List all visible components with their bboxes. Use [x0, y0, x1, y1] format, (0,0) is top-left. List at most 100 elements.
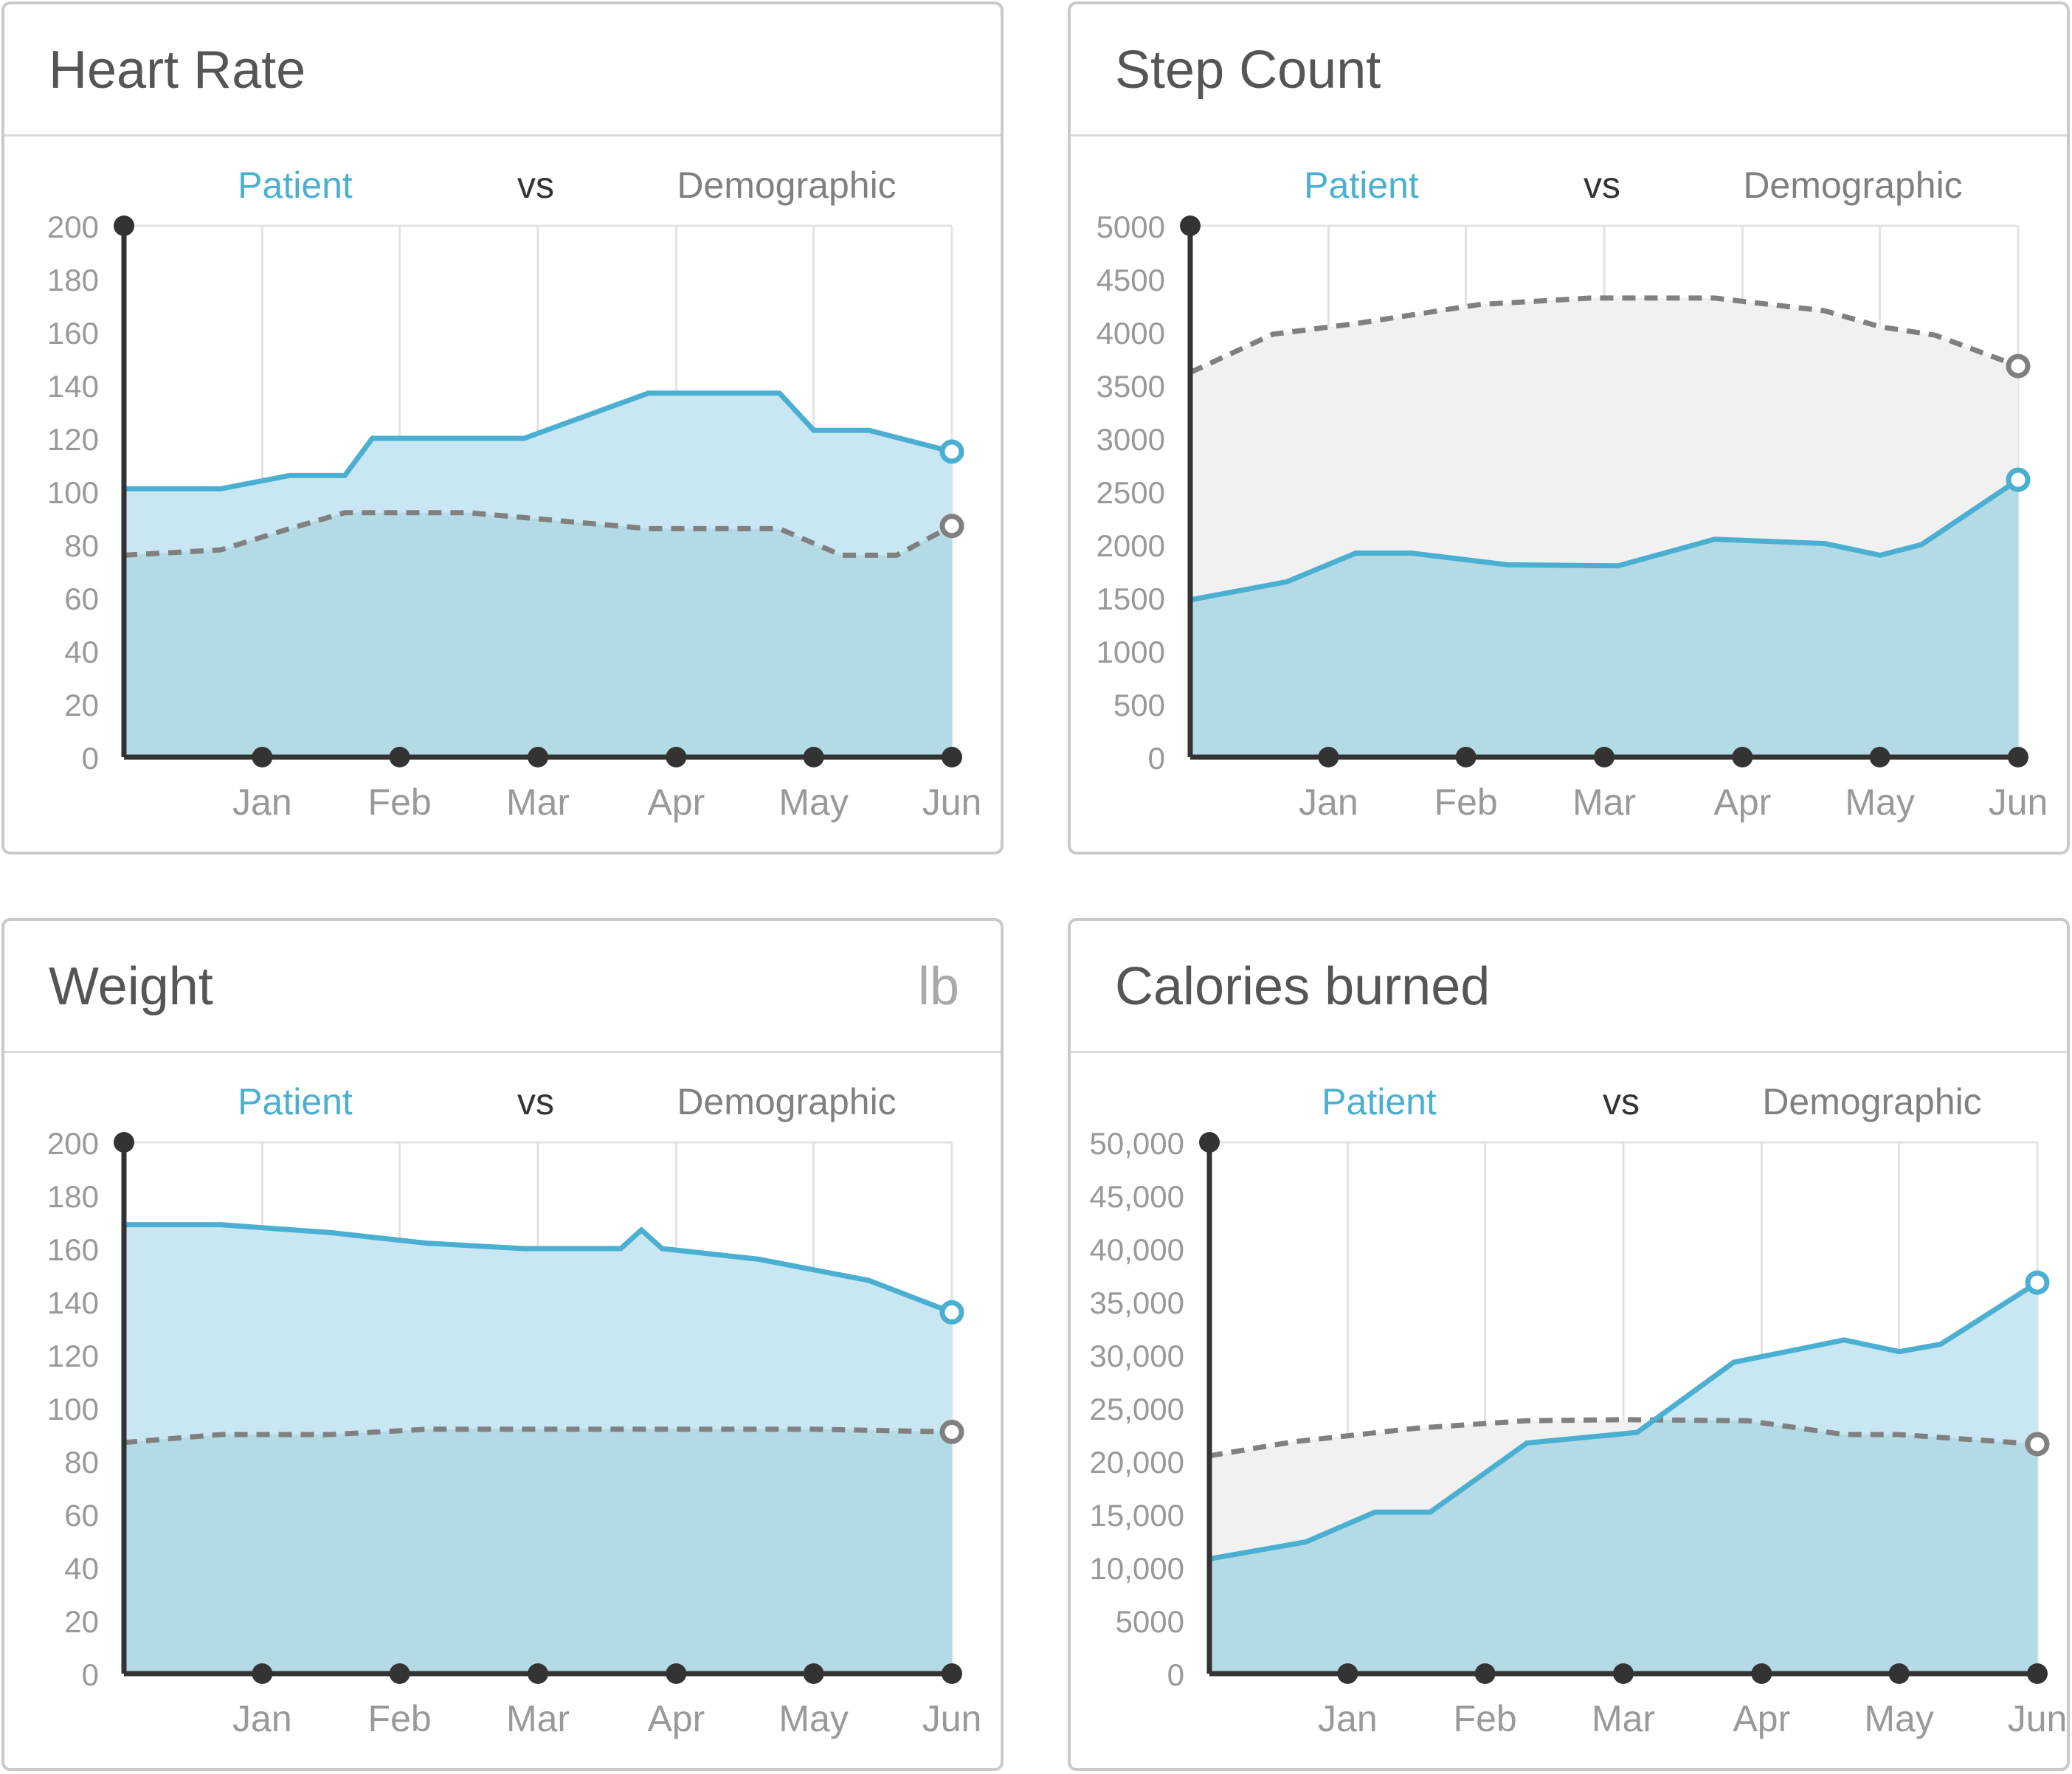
y-tick-label: 15,000	[1090, 1498, 1184, 1533]
y-tick-label: 1500	[1097, 581, 1165, 616]
y-tick-label: 5000	[1116, 1604, 1184, 1639]
x-tick-dot	[252, 747, 273, 767]
x-tick-label: Mar	[506, 781, 570, 823]
x-tick-dot	[389, 747, 410, 767]
heart-rate-card: Heart Rate Patient vs Demographic 0 20 40 6…	[1, 1, 1004, 855]
card-header: Heart Rate	[4, 4, 1001, 137]
patient-line	[124, 1222, 953, 1315]
demographic-line	[1189, 295, 2020, 375]
y-tick-label: 30,000	[1090, 1339, 1184, 1373]
y-axis-top-dot	[1180, 215, 1201, 236]
legend-vs: vs	[517, 165, 554, 206]
y-tick-label: 10,000	[1090, 1551, 1184, 1586]
x-tick-label: Apr	[1733, 1698, 1790, 1739]
y-tick-label: 4500	[1097, 263, 1165, 297]
legend-demographic: Demographic	[677, 1081, 896, 1122]
legend-vs: vs	[517, 1081, 554, 1122]
card-header: Calories burned	[1071, 921, 2067, 1053]
x-tick-label: Jun	[2008, 1698, 2068, 1739]
x-tick-label: Feb	[368, 1698, 432, 1739]
legend-demographic: Demographic	[1743, 165, 1962, 206]
y-tick-label: 120	[47, 422, 99, 457]
y-axis-top-dot	[114, 1132, 134, 1153]
demographic-line	[123, 1426, 953, 1446]
demographic-end-marker	[2025, 1432, 2050, 1457]
card-title: Step Count	[1115, 41, 1381, 100]
overlap-area	[124, 512, 952, 757]
y-tick-label: 20	[64, 688, 99, 722]
x-tick-dot	[666, 1663, 687, 1684]
demographic-end-marker	[2006, 353, 2031, 379]
x-tick-dot	[666, 747, 687, 767]
heart-rate-chart: Patient vs Demographic 0 20 40 60 80 100 120 14…	[47, 165, 982, 823]
x-tick-dot	[1732, 747, 1753, 767]
legend-patient: Patient	[238, 165, 353, 206]
card-title: Heart Rate	[49, 41, 306, 100]
x-tick-label: Apr	[1713, 781, 1771, 823]
patient-end-marker	[2006, 467, 2031, 492]
x-tick-label: May	[1864, 1698, 1933, 1739]
x-tick-dot	[803, 747, 824, 767]
x-tick-label: Jun	[922, 781, 982, 823]
card-header: Weight lb	[4, 921, 1001, 1053]
legend-patient: Patient	[238, 1081, 353, 1122]
y-tick-label: 160	[47, 1232, 99, 1267]
legend-demographic: Demographic	[677, 165, 896, 206]
y-tick-label: 40	[64, 1551, 99, 1586]
x-tick-label: Jan	[232, 1698, 292, 1739]
y-axis-top-dot	[114, 215, 134, 236]
step-count-card: Step Count Patient vs Demographic 0 500 10…	[1068, 1, 2070, 855]
area-fills	[124, 1224, 952, 1674]
unit-label: lb	[917, 957, 959, 1016]
x-tick-dot	[1594, 747, 1615, 767]
x-tick-dot	[252, 1663, 273, 1684]
step-count-chart: Patient vs Demographic 0 500 1000 1500 2000 2…	[1097, 165, 2048, 823]
y-axis-top-dot	[1199, 1132, 1220, 1153]
patient-area	[124, 393, 952, 757]
calories-card: Calories burned Patient vs Demographic 0…	[1068, 918, 2070, 1771]
y-tick-label: 0	[82, 741, 99, 776]
x-tick-dot	[389, 1663, 410, 1684]
demographic-line	[123, 510, 953, 558]
y-tick-label: 45,000	[1090, 1179, 1184, 1214]
area-fills	[1209, 1283, 2037, 1674]
x-tick-label: May	[778, 1698, 848, 1739]
x-tick-label: Jun	[922, 1698, 982, 1739]
weight-chart: Patient vs Demographic 0 20 40 60 80 100 120 14…	[47, 1081, 982, 1739]
y-tick-label: 140	[47, 1285, 99, 1320]
y-tick-label: 140	[47, 369, 99, 404]
y-tick-label: 2000	[1097, 528, 1165, 563]
x-tick-label: Apr	[647, 781, 705, 823]
y-tick-label: 200	[47, 210, 99, 244]
overlap-area	[124, 1429, 952, 1674]
x-tick-dot	[942, 1663, 962, 1684]
y-tick-label: 180	[47, 263, 99, 297]
x-tick-label: Jun	[1989, 781, 2048, 823]
x-tick-dot	[528, 1663, 548, 1684]
x-tick-label: Mar	[1592, 1698, 1655, 1739]
y-tick-label: 2500	[1097, 475, 1165, 510]
y-tick-label: 120	[47, 1339, 99, 1373]
x-tick-dot	[1869, 747, 1890, 767]
card-title: Weight	[49, 957, 213, 1016]
y-tick-label: 40,000	[1090, 1232, 1184, 1267]
x-tick-dot	[1455, 747, 1477, 767]
y-tick-label: 60	[64, 1498, 99, 1533]
patient-line	[124, 390, 953, 491]
y-tick-label: 50,000	[1090, 1126, 1184, 1161]
x-tick-label: Feb	[1454, 1698, 1517, 1739]
patient-end-marker	[939, 1300, 964, 1325]
y-tick-label: 0	[1167, 1657, 1184, 1692]
patient-end-marker	[2025, 1270, 2050, 1295]
y-tick-label: 5000	[1097, 210, 1165, 244]
card-header: Step Count	[1071, 4, 2067, 137]
y-tick-label: 20	[64, 1604, 99, 1639]
area-fills	[1190, 297, 2018, 757]
y-tick-label: 35,000	[1090, 1285, 1184, 1320]
x-tick-dot	[2008, 747, 2028, 767]
demographic-end-marker	[939, 514, 964, 539]
card-title: Calories burned	[1115, 957, 1491, 1016]
weight-card: Weight lb Patient vs Demographic 0 20 40 60…	[1, 918, 1004, 1771]
x-tick-dot	[1888, 1663, 1910, 1684]
x-tick-label: Feb	[368, 781, 432, 823]
